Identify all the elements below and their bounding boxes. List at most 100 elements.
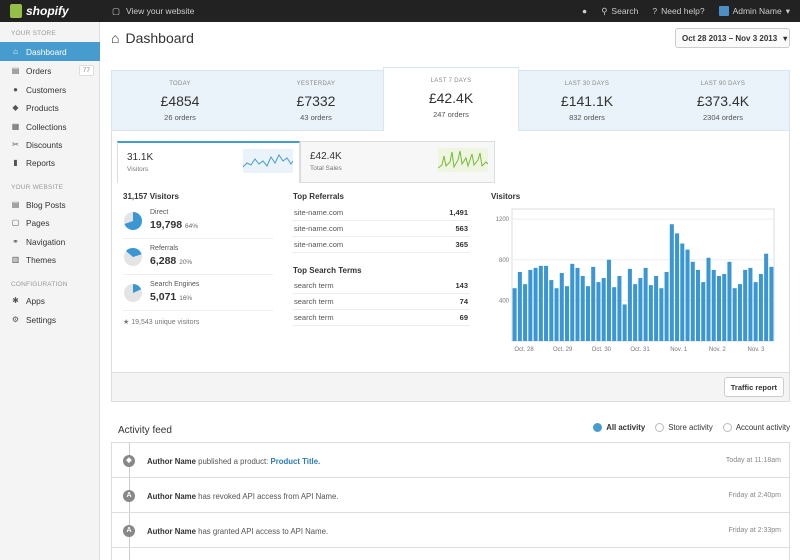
chart-bar — [633, 284, 638, 341]
y-tick-label: 400 — [499, 298, 510, 304]
analytics-panel: 31.1K Visitors £42.4K Total Sales 31,157… — [111, 131, 790, 402]
y-tick-label: 800 — [499, 258, 510, 264]
chart-bar — [606, 259, 611, 341]
sidebar-item-customers[interactable]: ● Customers — [0, 80, 100, 99]
chart-bar — [585, 286, 590, 341]
sidebar-item-settings[interactable]: ⚙ Settings — [0, 310, 100, 329]
date-range-picker[interactable]: Oct 28 2013 – Nov 3 2013 ▾ — [675, 28, 790, 48]
chart-bar — [701, 282, 706, 341]
chart-bar — [722, 273, 727, 341]
source-count: 6,288 — [150, 255, 177, 267]
chart-bar — [748, 267, 753, 341]
traffic-report-button[interactable]: Traffic report — [723, 377, 784, 397]
sidebar-item-label: Orders — [26, 65, 52, 76]
help-icon: ? — [652, 6, 658, 16]
sidebar-item-label: Collections — [26, 121, 67, 132]
section-configuration: CONFIGURATION — [11, 281, 68, 288]
activity-text: published a product: — [198, 457, 269, 466]
activity-feed: ◆ Author Name published a product: Produ… — [111, 442, 790, 560]
activity-text: has revoked API access from API Name. — [198, 492, 339, 501]
section-your-store: YOUR STORE — [11, 30, 56, 37]
sidebar-item-products[interactable]: ◆ Products — [0, 98, 100, 117]
radio-selected-icon — [593, 423, 603, 432]
search-term-row[interactable]: search term 69 — [292, 310, 470, 326]
chart-bar — [528, 269, 533, 341]
filter-account-activity[interactable]: Account activity — [722, 423, 790, 432]
sidebar-item-apps[interactable]: ✱ Apps — [0, 291, 100, 310]
sidebar-item-blog-posts[interactable]: ▤ Blog Posts — [0, 195, 100, 214]
sidebar-item-dashboard[interactable]: ⌂ Dashboard — [0, 42, 100, 61]
search-term-row[interactable]: search term 143 — [292, 278, 470, 294]
search-term-count: 74 — [459, 297, 468, 306]
stat-today[interactable]: TODAY £4854 26 orders — [112, 71, 248, 132]
chart-bar — [523, 284, 528, 341]
visitors-chart-title: Visitors — [491, 192, 521, 201]
tag-icon: ◆ — [123, 455, 135, 467]
referral-row[interactable]: site-name.com 1,491 — [292, 205, 470, 221]
api-icon: A — [123, 525, 135, 537]
help-label: Need help? — [661, 6, 705, 16]
chart-bar — [727, 261, 732, 341]
top-referrals-title: Top Referrals — [293, 192, 344, 201]
tab-total-sales[interactable]: £42.4K Total Sales — [300, 141, 495, 183]
view-website-link[interactable]: ▢ View your website — [112, 0, 194, 22]
section-your-website: YOUR WEBSITE — [11, 184, 64, 191]
home-icon: ⌂ — [111, 30, 120, 46]
search-term-row[interactable]: search term 74 — [292, 294, 470, 310]
radio-icon — [722, 423, 732, 432]
sidebar-item-themes[interactable]: ▥ Themes — [0, 250, 100, 269]
stat-label: LAST 30 DAYS — [564, 81, 610, 87]
stat-last-7-days[interactable]: LAST 7 DAYS £42.4K 247 orders — [383, 67, 519, 133]
filter-all-activity[interactable]: All activity — [593, 423, 645, 432]
product-link[interactable]: Product Title. — [270, 457, 321, 466]
sidebar-item-collections[interactable]: ▦ Collections — [0, 117, 100, 136]
sidebar-item-label: Blog Posts — [26, 199, 66, 210]
orders-count-badge: 77 — [78, 65, 94, 76]
sidebar-item-pages[interactable]: ▢ Pages — [0, 213, 100, 232]
chart-bar — [643, 267, 648, 341]
stat-last-30-days[interactable]: LAST 30 DAYS £141.1K 832 orders — [519, 71, 655, 132]
shopify-logo[interactable]: shopify — [10, 3, 69, 19]
brand-name: shopify — [26, 4, 69, 18]
sidebar-item-reports[interactable]: ▮ Reports — [0, 153, 100, 172]
y-tick-label: 1200 — [496, 217, 510, 223]
author-name[interactable]: Author Name — [147, 457, 196, 466]
chart-bar — [680, 243, 685, 341]
filter-label: All activity — [606, 423, 646, 432]
filter-store-activity[interactable]: Store activity — [655, 423, 713, 432]
help-link[interactable]: ? Need help? — [652, 6, 704, 16]
chart-bar — [591, 266, 596, 341]
stat-yesterday[interactable]: YESTERDAY £7332 43 orders — [248, 71, 384, 132]
chart-bar — [758, 273, 763, 341]
user-menu[interactable]: Admin Name ▾ — [718, 6, 790, 17]
chart-bar — [601, 278, 606, 341]
chart-bar — [716, 276, 721, 341]
referral-row[interactable]: site-name.com 365 — [292, 237, 470, 253]
chart-bar — [517, 271, 522, 341]
stat-orders: 247 orders — [433, 110, 469, 119]
tab-visitors[interactable]: 31.1K Visitors — [117, 141, 300, 183]
stats-bar: TODAY £4854 26 orders YESTERDAY £7332 43 ord… — [111, 67, 791, 133]
stat-value: £42.4K — [428, 90, 474, 106]
referral-count: 1,491 — [449, 208, 468, 217]
chart-bar — [549, 280, 554, 341]
chart-bar — [706, 257, 711, 341]
stat-orders: 43 orders — [300, 113, 332, 122]
sidebar-item-discounts[interactable]: ✂ Discounts — [0, 135, 100, 154]
stat-label: TODAY — [169, 81, 191, 87]
stat-last-90-days[interactable]: LAST 90 DAYS £373.4K 2304 orders — [655, 71, 791, 132]
source-percent: 16% — [179, 295, 193, 302]
user-icon: ● — [13, 85, 18, 94]
sidebar-item-navigation[interactable]: ⚭ Navigation — [0, 232, 100, 251]
author-name[interactable]: Author Name — [147, 492, 196, 501]
activity-filters: All activity Store activity Account acti… — [593, 423, 790, 432]
sidebar-item-orders[interactable]: ▤ Orders 77 — [0, 61, 100, 80]
sidebar-item-label: Themes — [26, 254, 56, 265]
api-icon: A — [123, 490, 135, 502]
chart-bar — [533, 267, 538, 341]
sidebar-item-label: Dashboard — [26, 46, 67, 57]
search-link[interactable]: ⚲ Search — [601, 6, 638, 17]
author-name[interactable]: Author Name — [147, 527, 196, 536]
notifications-icon[interactable]: ● — [582, 6, 588, 16]
referral-row[interactable]: site-name.com 563 — [292, 221, 470, 237]
